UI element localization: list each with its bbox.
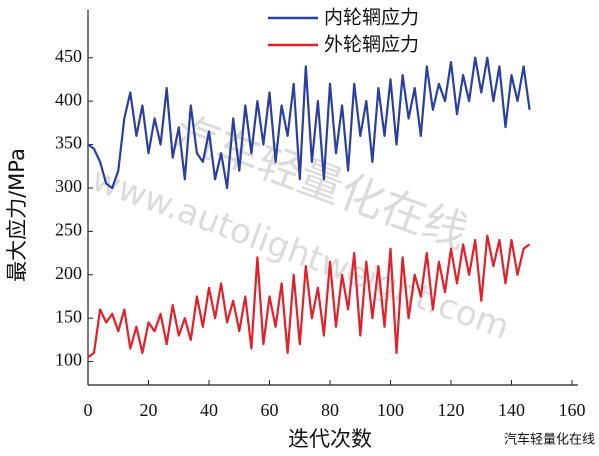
y-tick-label: 250 xyxy=(55,219,82,239)
y-tick-label: 450 xyxy=(55,46,82,66)
x-tick-label: 120 xyxy=(438,400,465,420)
badge: 汽车轻量化在线 xyxy=(504,432,595,448)
x-tick-label: 160 xyxy=(559,400,586,420)
y-tick-label: 200 xyxy=(55,263,82,283)
series-line xyxy=(87,234,531,359)
y-tick-label: 100 xyxy=(55,350,82,370)
legend-label: 外轮辋应力 xyxy=(324,34,419,56)
y-axis-title: 最大应力/MPa xyxy=(5,148,29,282)
x-tick-label: 60 xyxy=(261,400,279,420)
x-tick-label: 140 xyxy=(498,400,525,420)
y-tick-label: 150 xyxy=(55,306,82,326)
x-tick-label: 0 xyxy=(84,400,93,420)
x-tick-label: 100 xyxy=(377,400,404,420)
series-line xyxy=(87,56,531,190)
legend-label: 内轮辋应力 xyxy=(324,7,419,29)
x-tick-label: 80 xyxy=(321,400,339,420)
x-tick-label: 20 xyxy=(140,400,158,420)
y-tick-label: 350 xyxy=(55,133,82,153)
y-tick-label: 400 xyxy=(55,89,82,109)
y-tick-label: 300 xyxy=(55,176,82,196)
x-tick-label: 40 xyxy=(200,400,218,420)
x-axis-title: 迭代次数 xyxy=(288,427,372,451)
